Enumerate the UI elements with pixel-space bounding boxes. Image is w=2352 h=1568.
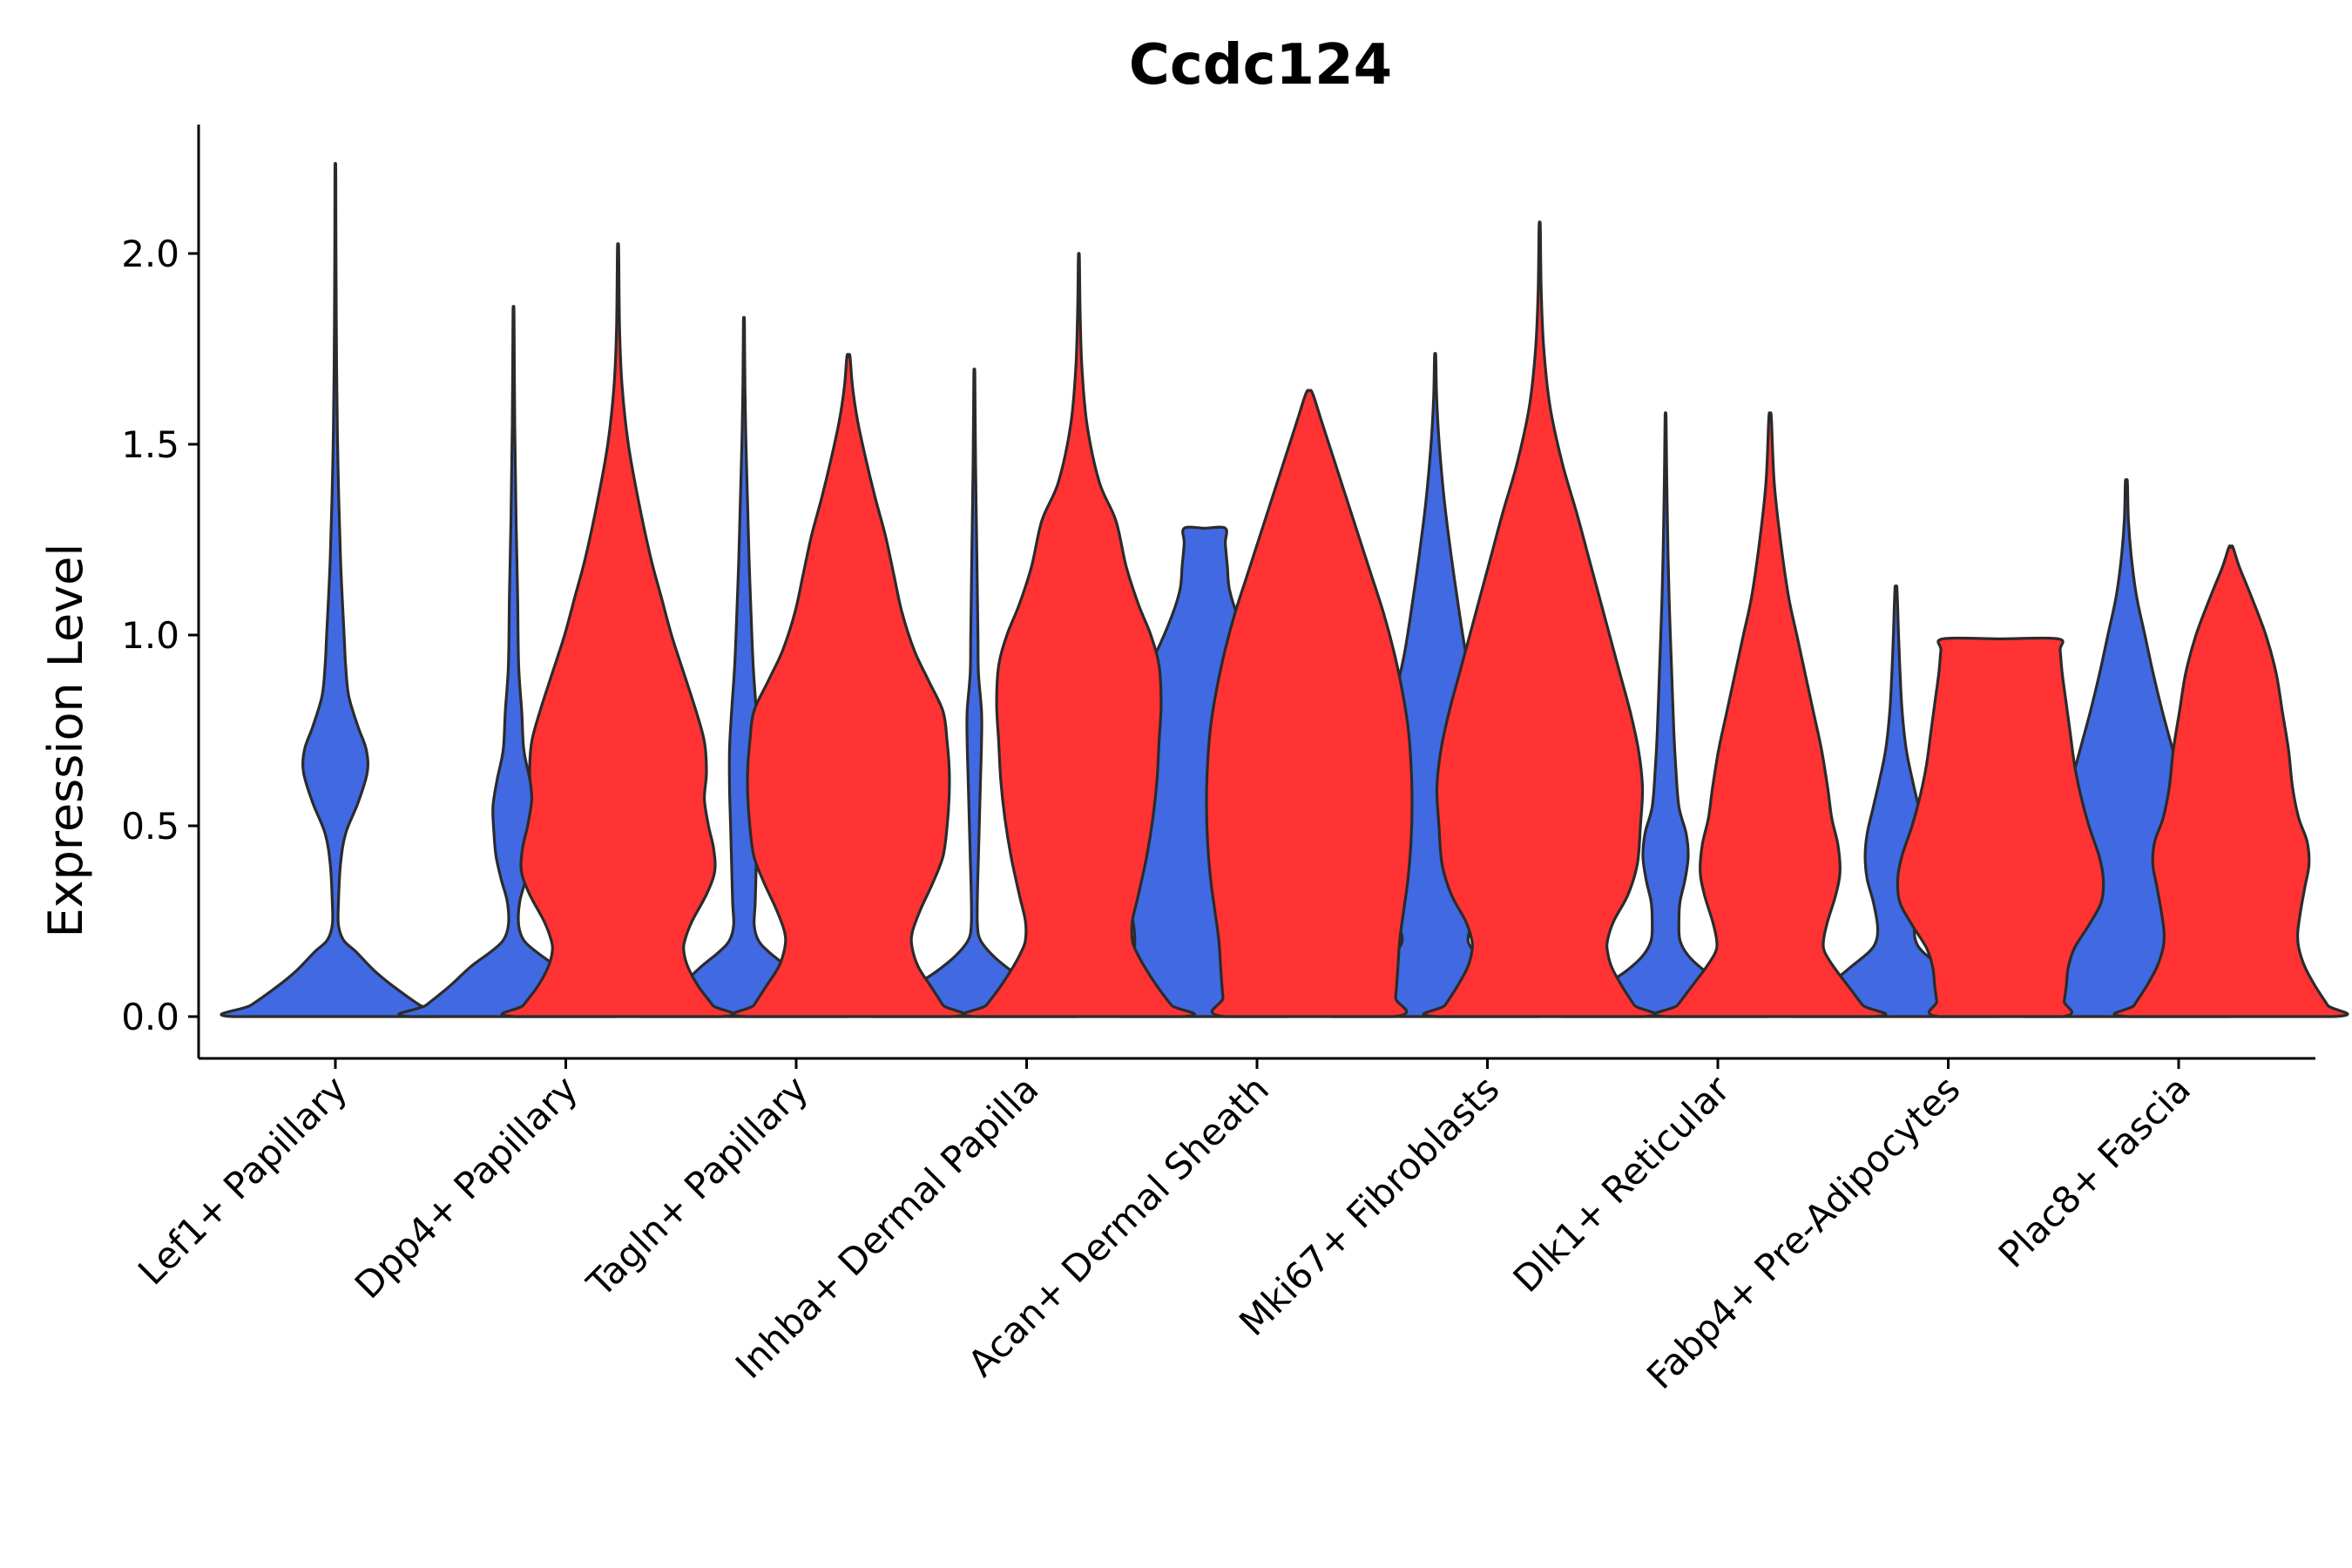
violin-dlk1-reticular-blue: [1550, 411, 1781, 1018]
x-tick-label: Dlk1+ Reticular: [1505, 1067, 1739, 1301]
violin-fabp4-pre-adipocytes-red: [1896, 636, 2105, 1018]
x-tick-label: Plac8+ Fascia: [1990, 1067, 2199, 1275]
violin-mki67-fibroblasts-red: [1422, 220, 1658, 1018]
chart-title: Ccdc124: [1129, 33, 1392, 98]
violin-dlk1-reticular-red: [1652, 411, 1888, 1018]
violin-inhba-dermal-papilla-red: [962, 252, 1196, 1018]
y-axis-label: Expression Level: [38, 544, 93, 938]
y-tick-label: 1.0: [121, 614, 179, 657]
x-tick-label: Tagln+ Papillary: [578, 1067, 816, 1305]
y-ticks: 0.0 0.5 1.0 1.5 2.0: [121, 233, 199, 1038]
x-tick-label: Mki67+ Fibroblasts: [1231, 1067, 1507, 1343]
violin-plac8-fascia-red: [2112, 544, 2349, 1018]
y-tick-label: 1.5: [121, 423, 179, 466]
y-tick-label: 0.0: [121, 996, 179, 1038]
violin-acan-dermal-sheath-red: [1205, 389, 1414, 1018]
violin-dpp4-papillary-red: [500, 242, 736, 1018]
violin-tagln-papillary-blue: [627, 315, 861, 1018]
violin-tagln-papillary-red: [731, 353, 966, 1018]
x-tick-label: Lef1+ Papillary: [130, 1067, 355, 1293]
violin-lef1-papillary-blue: [220, 161, 451, 1018]
x-tick-label: Dpp4+ Papillary: [347, 1067, 586, 1307]
violins-layer: [220, 161, 2349, 1018]
y-tick-label: 2.0: [121, 233, 179, 275]
y-tick-label: 0.5: [121, 805, 179, 848]
violin-inhba-dermal-papilla-blue: [859, 368, 1090, 1018]
violin-dpp4-papillary-blue: [397, 305, 630, 1018]
